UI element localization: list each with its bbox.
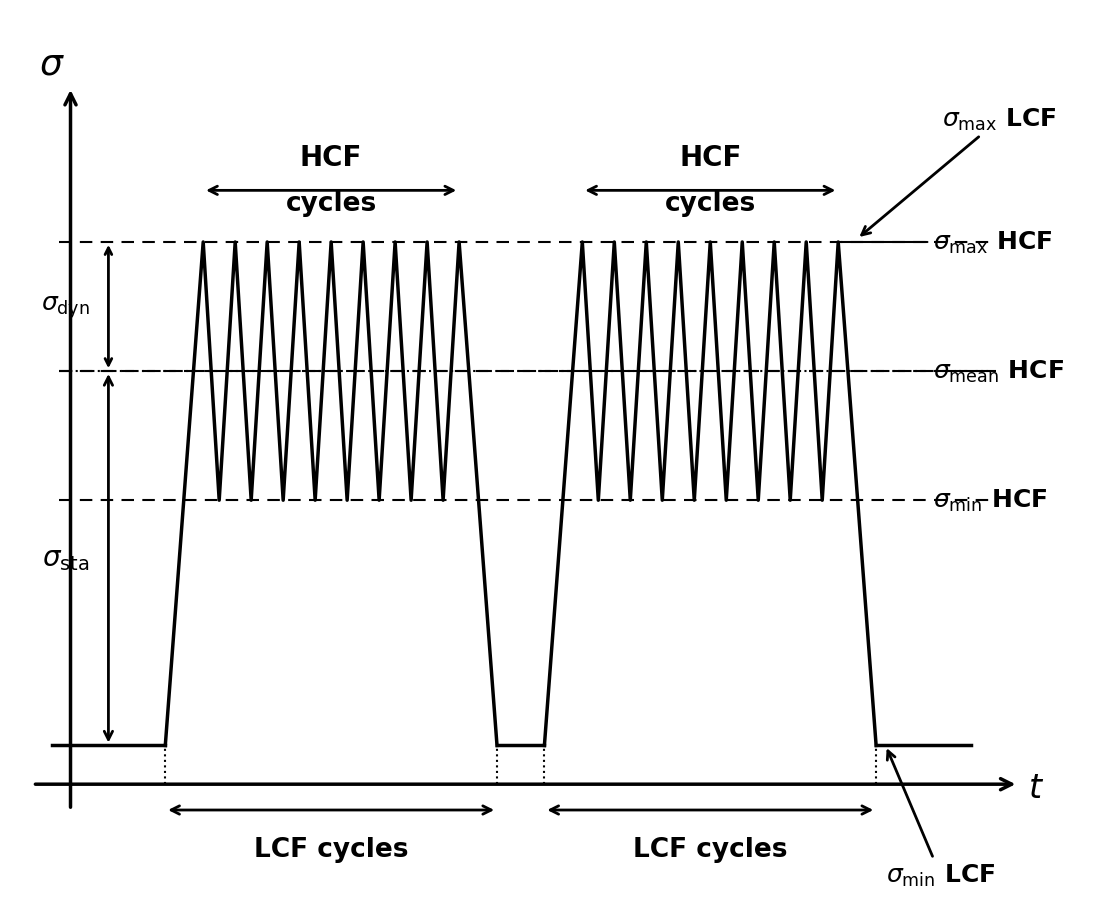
- Text: $\sigma_{\rm min}$ HCF: $\sigma_{\rm min}$ HCF: [933, 487, 1048, 514]
- Text: $\sigma$: $\sigma$: [39, 47, 64, 81]
- Text: $\sigma_{\rm sta}$: $\sigma_{\rm sta}$: [42, 545, 89, 573]
- Text: HCF: HCF: [679, 144, 741, 172]
- Text: $\sigma_{\rm dyn}$: $\sigma_{\rm dyn}$: [41, 294, 89, 321]
- Text: cycles: cycles: [286, 191, 377, 217]
- Text: $\sigma_{\rm max}$ LCF: $\sigma_{\rm max}$ LCF: [861, 107, 1057, 236]
- Text: cycles: cycles: [665, 191, 756, 217]
- Text: $\sigma_{\rm max}$ HCF: $\sigma_{\rm max}$ HCF: [840, 230, 1052, 256]
- Text: $\sigma_{\rm mean}$ HCF: $\sigma_{\rm mean}$ HCF: [933, 359, 1064, 384]
- Text: $\sigma_{\rm min}$ LCF: $\sigma_{\rm min}$ LCF: [886, 751, 995, 888]
- Text: HCF: HCF: [300, 144, 363, 172]
- Text: LCF cycles: LCF cycles: [254, 836, 408, 862]
- Text: $t$: $t$: [1028, 771, 1043, 804]
- Text: LCF cycles: LCF cycles: [633, 836, 788, 862]
